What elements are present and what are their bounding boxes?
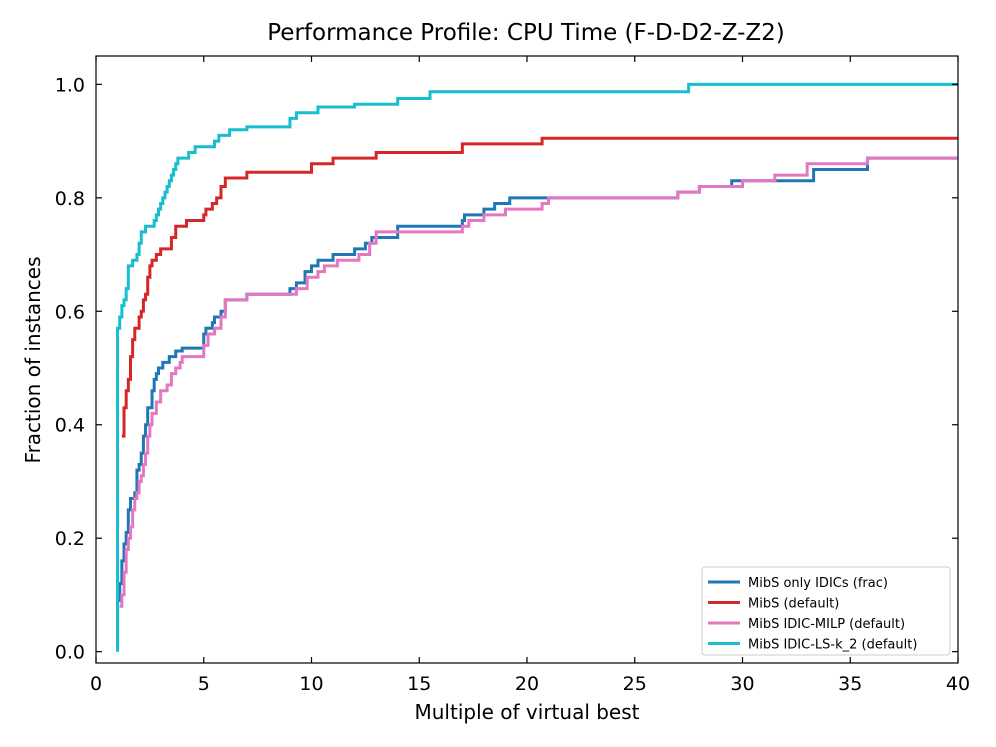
y-tick-label: 0.0: [55, 642, 85, 664]
y-tick-label: 0.6: [55, 301, 85, 323]
series-line-mibs-only-idics-frac: [116, 156, 958, 652]
chart-title: Performance Profile: CPU Time (F-D-D2-Z-…: [267, 20, 784, 46]
x-tick-label: 25: [623, 673, 647, 695]
legend-label: MibS IDIC-MILP (default): [748, 617, 905, 632]
y-axis-ticks: 0.0 0.2 0.4 0.6 0.8 1.0: [55, 74, 958, 664]
x-tick-label: 30: [730, 673, 754, 695]
y-tick-label: 1.0: [55, 74, 85, 96]
y-axis-label: Fraction of instances: [21, 257, 45, 464]
legend-entries: MibS only IDICs (frac) MibS (default) MibS…: [708, 576, 917, 653]
series-layer: [116, 82, 958, 652]
y-tick-label: 0.4: [55, 415, 85, 437]
y-tick-label: 0.2: [55, 528, 85, 550]
x-tick-label: 35: [838, 673, 862, 695]
series-line-mibs-idic-milp-default: [119, 156, 958, 608]
y-tick-label: 0.8: [55, 188, 85, 210]
legend-label: MibS IDIC-LS-k_2 (default): [748, 638, 917, 653]
legend-label: MibS (default): [748, 597, 839, 612]
x-tick-label: 5: [198, 673, 210, 695]
x-tick-label: 15: [407, 673, 431, 695]
legend: MibS only IDICs (frac) MibS (default) MibS…: [701, 566, 951, 656]
x-tick-label: 0: [90, 673, 102, 695]
x-tick-label: 20: [515, 673, 539, 695]
legend-label: MibS only IDICs (frac): [748, 576, 888, 591]
x-axis-ticks: 0 5 10 15 20 25 30 35 40: [90, 56, 970, 695]
legend-frame: [701, 566, 951, 656]
series-line-mibs-default: [121, 136, 958, 438]
series-line-mibs-idic-ls-k-2-default: [116, 82, 958, 652]
x-tick-label: 10: [299, 673, 323, 695]
x-tick-label: 40: [946, 673, 970, 695]
x-axis-label: Multiple of virtual best: [415, 700, 640, 724]
